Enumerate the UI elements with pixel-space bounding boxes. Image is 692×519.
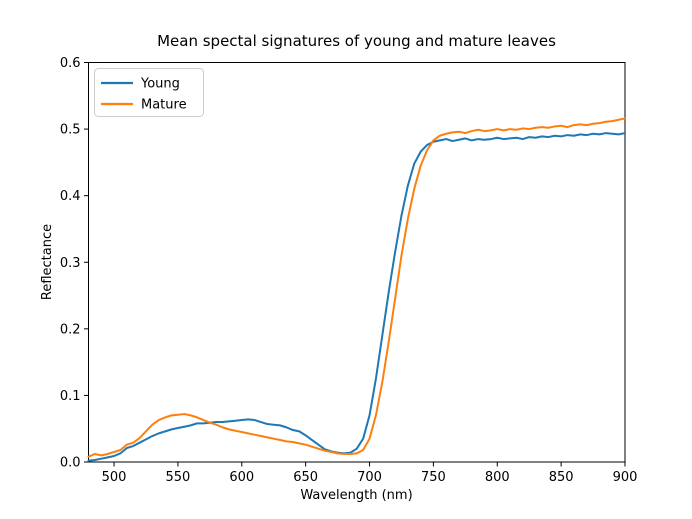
x-tick-label: 750 xyxy=(421,470,446,485)
y-tick-label: 0.2 xyxy=(60,322,81,337)
y-tick-label: 0.0 xyxy=(60,456,81,471)
legend: Young Mature xyxy=(94,68,204,117)
x-tick-label: 550 xyxy=(166,470,191,485)
x-tick-label: 900 xyxy=(613,470,638,485)
y-tick-label: 0.1 xyxy=(60,389,81,404)
y-axis-ticks: 0.0 0.1 0.2 0.3 0.4 0.5 0.6 xyxy=(60,56,89,471)
y-tick-label: 0.4 xyxy=(60,189,81,204)
legend-label-mature: Mature xyxy=(141,98,187,113)
x-tick-label: 600 xyxy=(229,470,254,485)
legend-label-young: Young xyxy=(140,77,180,92)
x-tick-label: 850 xyxy=(549,470,574,485)
chart-title: Mean spectal signatures of young and mat… xyxy=(157,32,556,50)
series-line-mature xyxy=(87,117,626,458)
x-axis-ticks: 500 550 600 650 700 750 800 850 900 xyxy=(102,462,638,485)
x-tick-label: 700 xyxy=(357,470,382,485)
x-tick-label: 650 xyxy=(293,470,318,485)
x-tick-label: 800 xyxy=(485,470,510,485)
x-tick-label: 500 xyxy=(102,470,127,485)
y-tick-label: 0.3 xyxy=(60,256,81,271)
y-axis-label: Reflectance xyxy=(40,224,55,300)
series-line-young xyxy=(87,132,626,462)
x-axis-label: Wavelength (nm) xyxy=(300,488,412,503)
y-tick-label: 0.6 xyxy=(60,56,81,71)
y-tick-label: 0.5 xyxy=(60,123,81,138)
series-group xyxy=(87,117,626,462)
plot-border xyxy=(88,62,626,463)
